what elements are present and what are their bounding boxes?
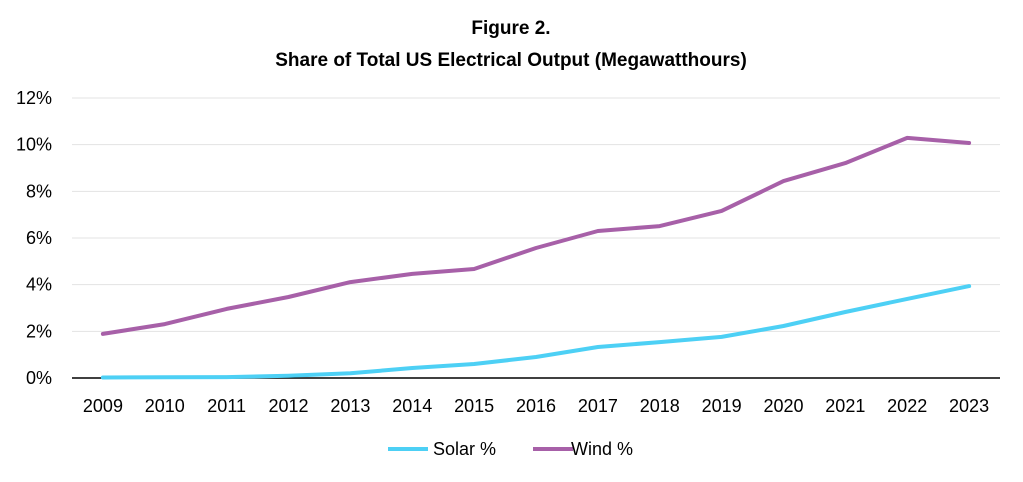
x-tick-label: 2015 [454, 396, 494, 416]
x-tick-label: 2017 [578, 396, 618, 416]
legend-label: Wind % [571, 439, 633, 459]
x-tick-label: 2011 [207, 396, 246, 416]
legend-label: Solar % [433, 439, 496, 459]
y-tick-label: 10% [16, 135, 52, 155]
y-tick-label: 8% [26, 181, 52, 201]
y-tick-label: 12% [16, 88, 52, 108]
y-tick-label: 6% [26, 228, 52, 248]
series-line-solar [100, 284, 972, 380]
x-tick-label: 2012 [269, 396, 309, 416]
x-tick-label: 2019 [702, 396, 742, 416]
x-tick-label: 2022 [887, 396, 927, 416]
series-line-wind [100, 135, 972, 336]
y-tick-label: 0% [26, 368, 52, 388]
x-tick-label: 2009 [83, 396, 123, 416]
x-tick-label: 2023 [949, 396, 989, 416]
chart-subtitle: Share of Total US Electrical Output (Meg… [275, 50, 747, 71]
x-tick-label: 2018 [640, 396, 680, 416]
x-tick-label: 2021 [825, 396, 865, 416]
x-tick-label: 2013 [330, 396, 370, 416]
x-tick-label: 2014 [392, 396, 432, 416]
y-tick-label: 4% [26, 275, 52, 295]
x-tick-label: 2016 [516, 396, 556, 416]
x-tick-label: 2010 [145, 396, 185, 416]
y-tick-label: 2% [26, 321, 52, 341]
x-tick-label: 2020 [763, 396, 803, 416]
chart-title: Figure 2. [471, 18, 550, 39]
